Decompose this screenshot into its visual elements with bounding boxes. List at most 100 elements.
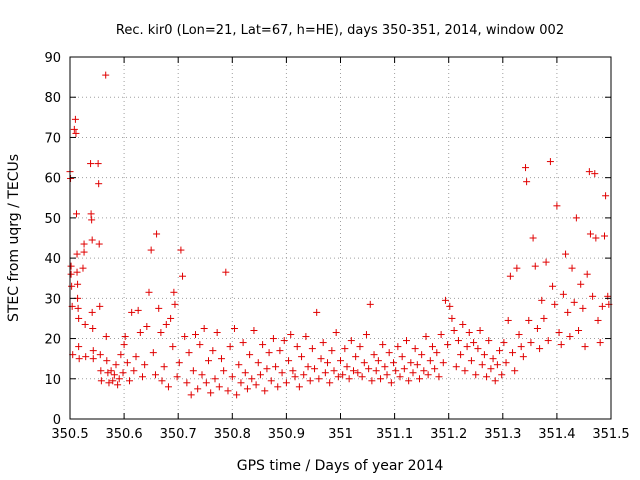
data-point	[228, 373, 236, 381]
data-point	[332, 329, 340, 337]
data-point	[575, 327, 583, 335]
data-point	[220, 367, 228, 375]
data-point	[71, 115, 79, 123]
y-tick-label: 70	[44, 131, 61, 146]
data-point	[256, 371, 264, 379]
data-point	[390, 359, 398, 367]
data-point	[89, 325, 97, 332]
data-point	[311, 365, 319, 373]
data-point	[308, 345, 316, 353]
data-point	[105, 379, 113, 387]
data-point	[252, 381, 260, 389]
data-point	[134, 306, 142, 314]
data-point	[74, 304, 82, 312]
data-point	[79, 264, 87, 272]
data-point	[211, 375, 219, 383]
data-point	[592, 234, 600, 242]
data-point	[141, 361, 149, 369]
data-point	[96, 351, 104, 359]
data-point	[192, 331, 200, 339]
data-point	[415, 375, 423, 383]
tick-labels: 350.5 350.6 350.7 350.8 350.9 351 351.1 351.2 35…	[44, 51, 629, 442]
data-point	[500, 339, 508, 347]
data-point	[551, 300, 559, 308]
data-point	[405, 377, 413, 385]
data-point	[87, 210, 95, 218]
data-point	[97, 377, 105, 385]
data-point	[145, 288, 153, 296]
data-point	[73, 268, 81, 276]
data-point	[542, 258, 550, 266]
data-point	[411, 345, 419, 353]
data-point	[149, 349, 157, 357]
data-point	[546, 158, 554, 166]
data-point	[239, 339, 247, 347]
data-point	[345, 375, 353, 383]
x-tick-label: 351.1	[376, 427, 413, 442]
data-point	[267, 377, 275, 385]
data-point	[459, 320, 467, 328]
x-tick-label: 351.5	[592, 427, 629, 442]
data-point	[67, 270, 75, 278]
y-tick-label: 80	[44, 91, 61, 106]
data-point	[515, 331, 523, 339]
data-point	[89, 355, 97, 363]
data-point	[96, 302, 104, 310]
data-point	[291, 373, 299, 381]
data-point	[136, 329, 144, 337]
data-point	[407, 359, 415, 367]
data-point	[328, 347, 336, 355]
chart-title: Rec. kir0 (Lon=21, Lat=67, h=HE), days 3…	[116, 23, 564, 38]
data-point	[162, 320, 170, 328]
data-point	[392, 367, 400, 375]
data-point	[387, 379, 395, 387]
data-point	[75, 355, 83, 363]
x-tick-label: 351.4	[538, 427, 575, 442]
data-point	[300, 371, 308, 379]
data-point	[302, 333, 310, 341]
data-point	[222, 268, 230, 276]
data-point	[509, 349, 517, 357]
data-point	[433, 349, 441, 357]
data-point	[143, 322, 151, 330]
data-point	[487, 365, 495, 373]
data-point	[67, 174, 75, 182]
data-point	[538, 296, 546, 304]
data-point	[189, 367, 197, 375]
data-point	[485, 337, 493, 345]
data-point	[321, 369, 329, 377]
data-point	[602, 192, 610, 200]
data-point	[102, 71, 110, 79]
data-point	[446, 302, 454, 310]
data-point	[596, 339, 604, 347]
data-point	[529, 234, 537, 242]
data-point	[339, 371, 347, 379]
data-point	[493, 361, 501, 369]
data-point	[120, 341, 128, 349]
data-point	[158, 377, 166, 385]
data-point	[73, 250, 81, 258]
data-point	[498, 371, 506, 379]
data-point	[522, 164, 530, 172]
data-point	[261, 387, 269, 395]
data-point	[435, 373, 443, 381]
data-point	[202, 379, 210, 387]
data-point	[470, 339, 478, 347]
data-point	[454, 337, 462, 345]
data-point	[128, 308, 136, 316]
data-point	[583, 270, 591, 278]
data-point	[428, 343, 436, 351]
data-points	[66, 71, 613, 399]
data-point	[274, 383, 282, 391]
data-point	[476, 327, 484, 335]
data-point	[424, 371, 432, 379]
data-point	[130, 367, 138, 375]
data-point	[246, 351, 254, 359]
data-point	[370, 351, 378, 359]
data-point	[313, 308, 321, 316]
data-point	[559, 290, 567, 298]
data-point	[282, 379, 290, 387]
data-point	[215, 383, 223, 391]
data-point	[81, 320, 89, 328]
data-point	[517, 343, 525, 351]
